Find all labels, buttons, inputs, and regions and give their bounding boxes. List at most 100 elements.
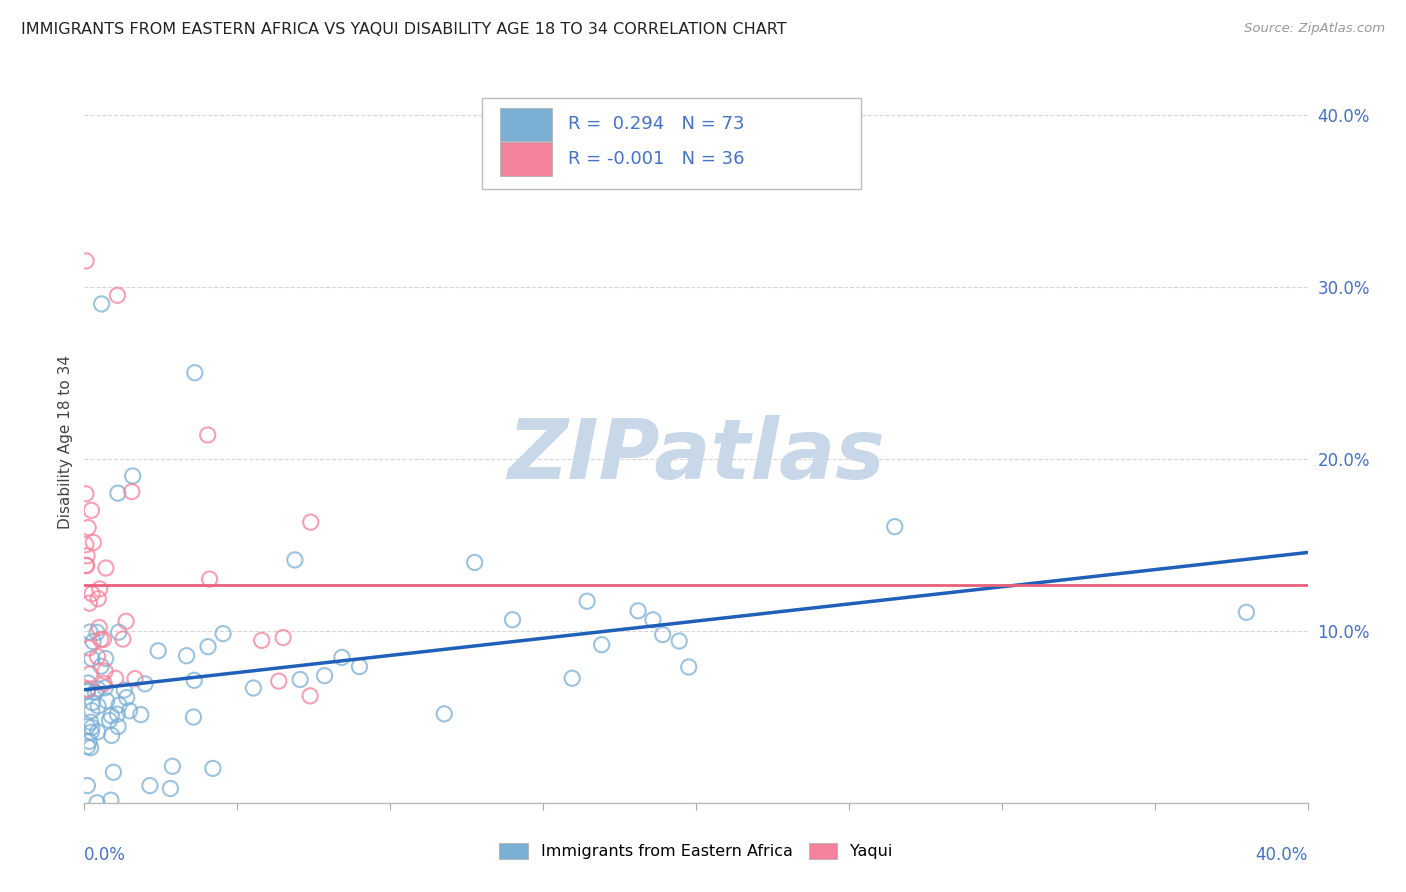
Point — [76, 558, 98, 573]
Point — [76, 685, 98, 699]
Text: 40.0%: 40.0% — [1256, 847, 1308, 864]
Point — [90, 632, 112, 647]
Point — [100, 728, 122, 742]
Point — [94, 561, 117, 575]
Point — [212, 626, 235, 640]
Point — [108, 698, 131, 712]
Text: IMMIGRANTS FROM EASTERN AFRICA VS YAQUI DISABILITY AGE 18 TO 34 CORRELATION CHAR: IMMIGRANTS FROM EASTERN AFRICA VS YAQUI … — [21, 22, 787, 37]
Point — [80, 704, 103, 718]
Point — [86, 796, 108, 810]
Point — [75, 487, 97, 501]
Point — [883, 519, 905, 533]
Legend: Immigrants from Eastern Africa, Yaqui: Immigrants from Eastern Africa, Yaqui — [491, 835, 901, 867]
Point — [271, 631, 294, 645]
Point — [80, 587, 103, 601]
Point — [299, 689, 322, 703]
Point — [201, 761, 224, 775]
Point — [668, 634, 690, 648]
FancyBboxPatch shape — [482, 98, 860, 189]
Point — [349, 659, 371, 673]
Point — [75, 253, 97, 268]
Point — [82, 634, 104, 648]
Point — [678, 660, 700, 674]
Point — [76, 739, 98, 754]
Point — [267, 674, 290, 689]
Point — [77, 520, 100, 534]
Point — [197, 428, 219, 442]
Point — [242, 681, 264, 695]
Point — [176, 648, 198, 663]
Point — [76, 779, 98, 793]
Point — [134, 677, 156, 691]
Point — [82, 696, 104, 710]
Point — [299, 515, 322, 529]
Point — [93, 676, 115, 690]
Point — [79, 667, 101, 681]
Point — [105, 707, 128, 722]
Point — [90, 297, 112, 311]
Point — [576, 594, 599, 608]
Text: R = -0.001   N = 36: R = -0.001 N = 36 — [568, 150, 744, 168]
Point — [84, 685, 107, 699]
Point — [80, 652, 103, 666]
Point — [1236, 605, 1258, 619]
Point — [314, 668, 336, 682]
Point — [79, 740, 101, 755]
Point — [118, 704, 141, 718]
Point — [121, 484, 143, 499]
Point — [75, 558, 97, 573]
FancyBboxPatch shape — [501, 108, 551, 141]
Point — [162, 759, 184, 773]
Point — [107, 625, 129, 640]
Point — [184, 366, 207, 380]
Point — [502, 613, 524, 627]
Point — [80, 725, 103, 739]
Point — [104, 671, 127, 685]
Point — [77, 640, 100, 655]
Point — [77, 676, 100, 690]
Point — [90, 659, 112, 673]
Point — [183, 673, 205, 688]
Point — [86, 724, 108, 739]
Point — [79, 715, 101, 730]
Point — [80, 720, 103, 734]
Point — [96, 694, 118, 708]
Point — [86, 681, 108, 696]
Point — [288, 673, 311, 687]
Point — [107, 719, 129, 733]
Point — [94, 681, 117, 695]
Point — [76, 549, 98, 563]
Point — [79, 596, 101, 610]
Point — [98, 714, 121, 728]
Point — [107, 288, 129, 302]
Point — [111, 632, 134, 646]
Point — [75, 538, 97, 552]
Point — [77, 682, 100, 697]
Point — [86, 649, 108, 664]
Point — [87, 698, 110, 713]
Point — [627, 604, 650, 618]
Point — [124, 672, 146, 686]
Point — [87, 591, 110, 606]
Point — [197, 640, 219, 654]
Point — [115, 690, 138, 705]
Point — [591, 638, 613, 652]
Y-axis label: Disability Age 18 to 34: Disability Age 18 to 34 — [58, 354, 73, 529]
Point — [183, 710, 205, 724]
Point — [80, 503, 103, 517]
Point — [94, 665, 117, 679]
Point — [330, 650, 353, 665]
Point — [112, 683, 135, 698]
Point — [89, 582, 111, 596]
Point — [76, 683, 98, 698]
Point — [100, 708, 122, 723]
Point — [86, 625, 108, 640]
Text: 0.0%: 0.0% — [84, 847, 127, 864]
Text: Source: ZipAtlas.com: Source: ZipAtlas.com — [1244, 22, 1385, 36]
Text: R =  0.294   N = 73: R = 0.294 N = 73 — [568, 115, 744, 133]
Point — [139, 779, 162, 793]
Point — [159, 781, 181, 796]
FancyBboxPatch shape — [501, 143, 551, 176]
Point — [93, 632, 115, 647]
Point — [82, 535, 104, 549]
